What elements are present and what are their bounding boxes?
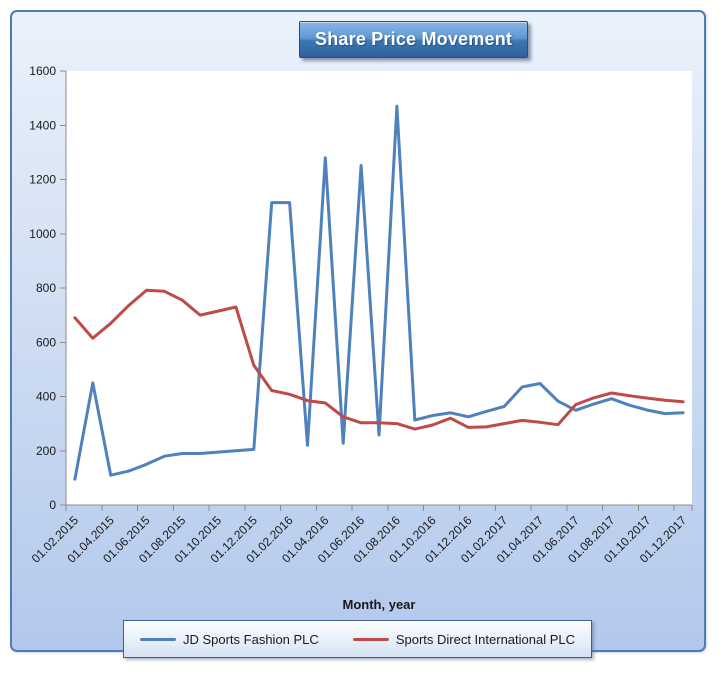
jd-sports-line-swatch-icon	[139, 637, 176, 641]
y-tick-label: 1000	[29, 227, 56, 241]
y-tick-label: 1200	[29, 173, 56, 187]
sports-direct-line[interactable]	[73, 288, 685, 431]
x-axis-title: Month, year	[343, 597, 416, 612]
plot-area	[66, 71, 692, 505]
legend[interactable]: JD Sports Fashion PLC Sports Direct Inte…	[123, 620, 592, 658]
legend-item-sports-direct[interactable]: Sports Direct International PLC	[352, 631, 576, 647]
chart-title[interactable]: Share Price Movement	[299, 21, 529, 58]
chart-title-text: Share Price Movement	[315, 29, 513, 49]
jd-sports-line[interactable]	[73, 104, 685, 481]
y-tick-label: 1400	[29, 118, 56, 132]
y-tick-label: 800	[36, 281, 56, 295]
y-tick-label: 1600	[29, 64, 56, 78]
y-tick-label: 0	[49, 498, 56, 512]
legend-label-jd-sports: JD Sports Fashion PLC	[182, 631, 319, 647]
y-tick-label: 400	[36, 390, 56, 404]
sports-direct-line-swatch-icon	[352, 637, 389, 641]
y-tick-label: 600	[36, 335, 56, 349]
legend-label-sports-direct: Sports Direct International PLC	[395, 631, 576, 647]
legend-item-jd-sports[interactable]: JD Sports Fashion PLC	[139, 631, 319, 647]
y-tick-label: 200	[36, 444, 56, 458]
